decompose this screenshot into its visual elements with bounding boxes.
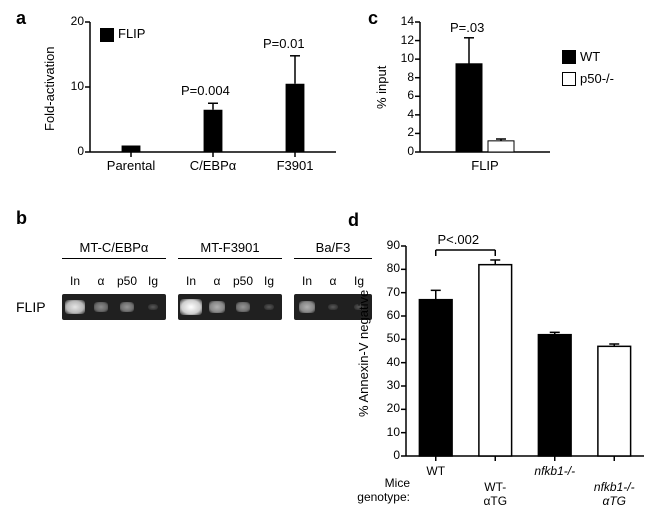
panel-d-category: nfkb1-/- [513,464,597,478]
panel-c-bar [488,141,514,152]
panel-b-gel: FLIPMT-C/EBPαInαp50IgMT-F3901Inαp50IgBa/… [16,230,346,350]
panel-c-ytick: 12 [390,33,414,47]
panel-c-bar [456,64,482,152]
panel-d-x-caption: Mice [350,476,410,490]
panel-b-group-title: MT-C/EBPα [62,240,166,255]
panel-a-pvalue: P=0.01 [263,36,305,51]
panel-d-chart: 0 10 20 30 40 50 60 70 80 90 % Annexin-V negative W… [350,222,650,522]
panel-a-legend-swatch [100,28,114,42]
panel-b-band [94,302,108,312]
panel-d-category: nfkb1-/- [572,480,650,494]
panel-a-bar [204,110,223,152]
panel-a-bar [286,84,305,152]
panel-d-ytick: 70 [374,285,400,299]
panel-b-lane-label: p50 [114,274,140,288]
panel-b-group-line [178,258,282,259]
panel-b-band [299,301,316,313]
panel-d-ylabel: % Annexin-V negative [356,290,371,417]
panel-b-lane-label: Ig [256,274,282,288]
panel-d-ytick: 80 [374,261,400,275]
panel-b-lane-label: In [62,274,88,288]
panel-c-ytick: 0 [390,144,414,158]
panel-d-ytick: 90 [374,238,400,252]
panel-a-legend-label: FLIP [118,26,145,41]
panel-b-lane-label: α [320,274,346,288]
panel-d-pvalue: P<.002 [438,232,480,247]
panel-c-pvalue: P=.03 [450,20,484,35]
panel-b-label: b [16,208,27,229]
panel-b-band [236,302,251,312]
panel-b-band [148,304,159,311]
panel-d-category: WT- [453,480,537,494]
panel-a-category: C/EBPα [173,158,253,173]
panel-d-bar [479,265,512,456]
panel-c-legend-label: WT [580,49,600,64]
panel-d-category: αTG [572,494,650,508]
panel-d-ytick: 40 [374,355,400,369]
panel-c-ytick: 14 [390,14,414,28]
panel-a-ytick: 20 [58,14,84,28]
panel-b-band [180,299,202,315]
panel-b-group-line [62,258,166,259]
panel-b-lane-label: α [204,274,230,288]
panel-d-ytick: 20 [374,401,400,415]
panel-d-category: αTG [453,494,537,508]
panel-b-band [328,304,339,311]
panel-b-lane-label: In [178,274,204,288]
panel-b-lane-label: α [88,274,114,288]
panel-a-bar [122,146,141,153]
panel-d-x-caption: genotype: [350,490,410,504]
panel-b-band [65,300,85,315]
panel-b-row-label: FLIP [16,299,46,315]
panel-a-label: a [16,8,26,29]
panel-a-category: F3901 [255,158,335,173]
panel-c-ytick: 10 [390,51,414,65]
panel-c-xlabel: FLIP [455,158,515,173]
panel-b-lane-label: Ig [140,274,166,288]
panel-c-legend-swatch [562,50,576,64]
panel-b-lane-label: p50 [230,274,256,288]
panel-d-ytick: 60 [374,308,400,322]
panel-b-group-title: MT-F3901 [178,240,282,255]
panel-c-ytick: 4 [390,107,414,121]
panel-a-category: Parental [91,158,171,173]
panel-b-lane-label: In [294,274,320,288]
panel-d-bar [419,300,452,456]
panel-d-bar [538,335,571,456]
panel-b-band [264,304,275,311]
panel-a-chart: 01020Fold-activationFLIPParentalC/EBPαP=… [40,18,340,176]
panel-c-ytick: 6 [390,88,414,102]
panel-a-ytick: 10 [58,79,84,93]
panel-d-ytick: 10 [374,425,400,439]
panel-a-ylabel: Fold-activation [42,46,57,131]
panel-b-band [209,301,226,313]
panel-a-ytick: 0 [58,144,84,158]
panel-d-ytick: 50 [374,331,400,345]
figure-root: a 01020Fold-activationFLIPParentalC/EBPα… [0,0,650,528]
panel-c-chart: 02468101214% inputP=.03FLIPWTp50-/- [368,18,640,176]
panel-d-bar [598,346,631,456]
panel-c-ytick: 8 [390,70,414,84]
panel-d-ytick: 0 [374,448,400,462]
panel-c-legend-swatch [562,72,576,86]
panel-d-ytick: 30 [374,378,400,392]
panel-c-ytick: 2 [390,125,414,139]
panel-b-band [120,302,135,312]
panel-c-ylabel: % input [374,66,389,109]
panel-c-legend-label: p50-/- [580,71,614,86]
panel-a-pvalue: P=0.004 [181,83,230,98]
